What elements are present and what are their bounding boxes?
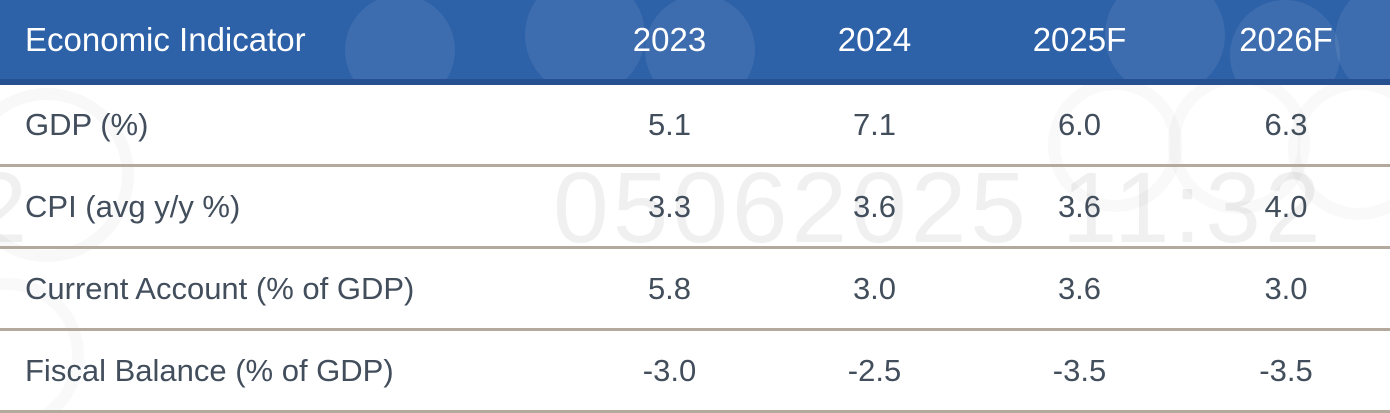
cell-value: 6.0: [1057, 106, 1102, 142]
cell-value: 3.0: [1264, 270, 1308, 306]
column-header-2025f: 2025F: [1032, 20, 1127, 58]
cell-value: -3.0: [642, 352, 697, 388]
row-label: Current Account (% of GDP): [25, 270, 415, 306]
cell-value: 3.0: [852, 270, 897, 306]
cell-value: -3.5: [1259, 352, 1313, 388]
cell-value: 4.0: [1264, 188, 1308, 224]
table-row-fiscal-balance: Fiscal Balance (% of GDP) -3.0 -2.5 -3.5…: [0, 331, 1390, 413]
column-header-2023: 2023: [632, 20, 707, 58]
cell-value: -2.5: [847, 352, 902, 388]
row-label: GDP (%): [25, 106, 149, 142]
cell-value: 3.6: [1057, 188, 1102, 224]
cell-value: 5.1: [647, 106, 692, 142]
table-row-gdp: GDP (%) 5.1 7.1 6.0 6.3: [0, 85, 1390, 167]
cell-value: 3.6: [1057, 270, 1102, 306]
cell-value: 5.8: [647, 270, 692, 306]
row-label: Fiscal Balance (% of GDP): [25, 352, 394, 388]
table-row-current-account: Current Account (% of GDP) 5.8 3.0 3.6 3…: [0, 249, 1390, 331]
cell-value: 3.3: [647, 188, 692, 224]
table-header-row: Economic Indicator 2023 2024 2025F 2026F: [0, 0, 1390, 85]
row-label: CPI (avg y/y %): [25, 188, 241, 224]
column-header-2024: 2024: [837, 20, 912, 58]
column-header-indicator: Economic Indicator: [25, 20, 306, 58]
cell-value: 3.6: [852, 188, 897, 224]
column-header-2026f: 2026F: [1239, 20, 1333, 58]
cell-value: 6.3: [1264, 106, 1308, 142]
cell-value: -3.5: [1052, 352, 1107, 388]
table-row-cpi: CPI (avg y/y %) 3.3 3.6 3.6 4.0: [0, 167, 1390, 249]
cell-value: 7.1: [852, 106, 897, 142]
